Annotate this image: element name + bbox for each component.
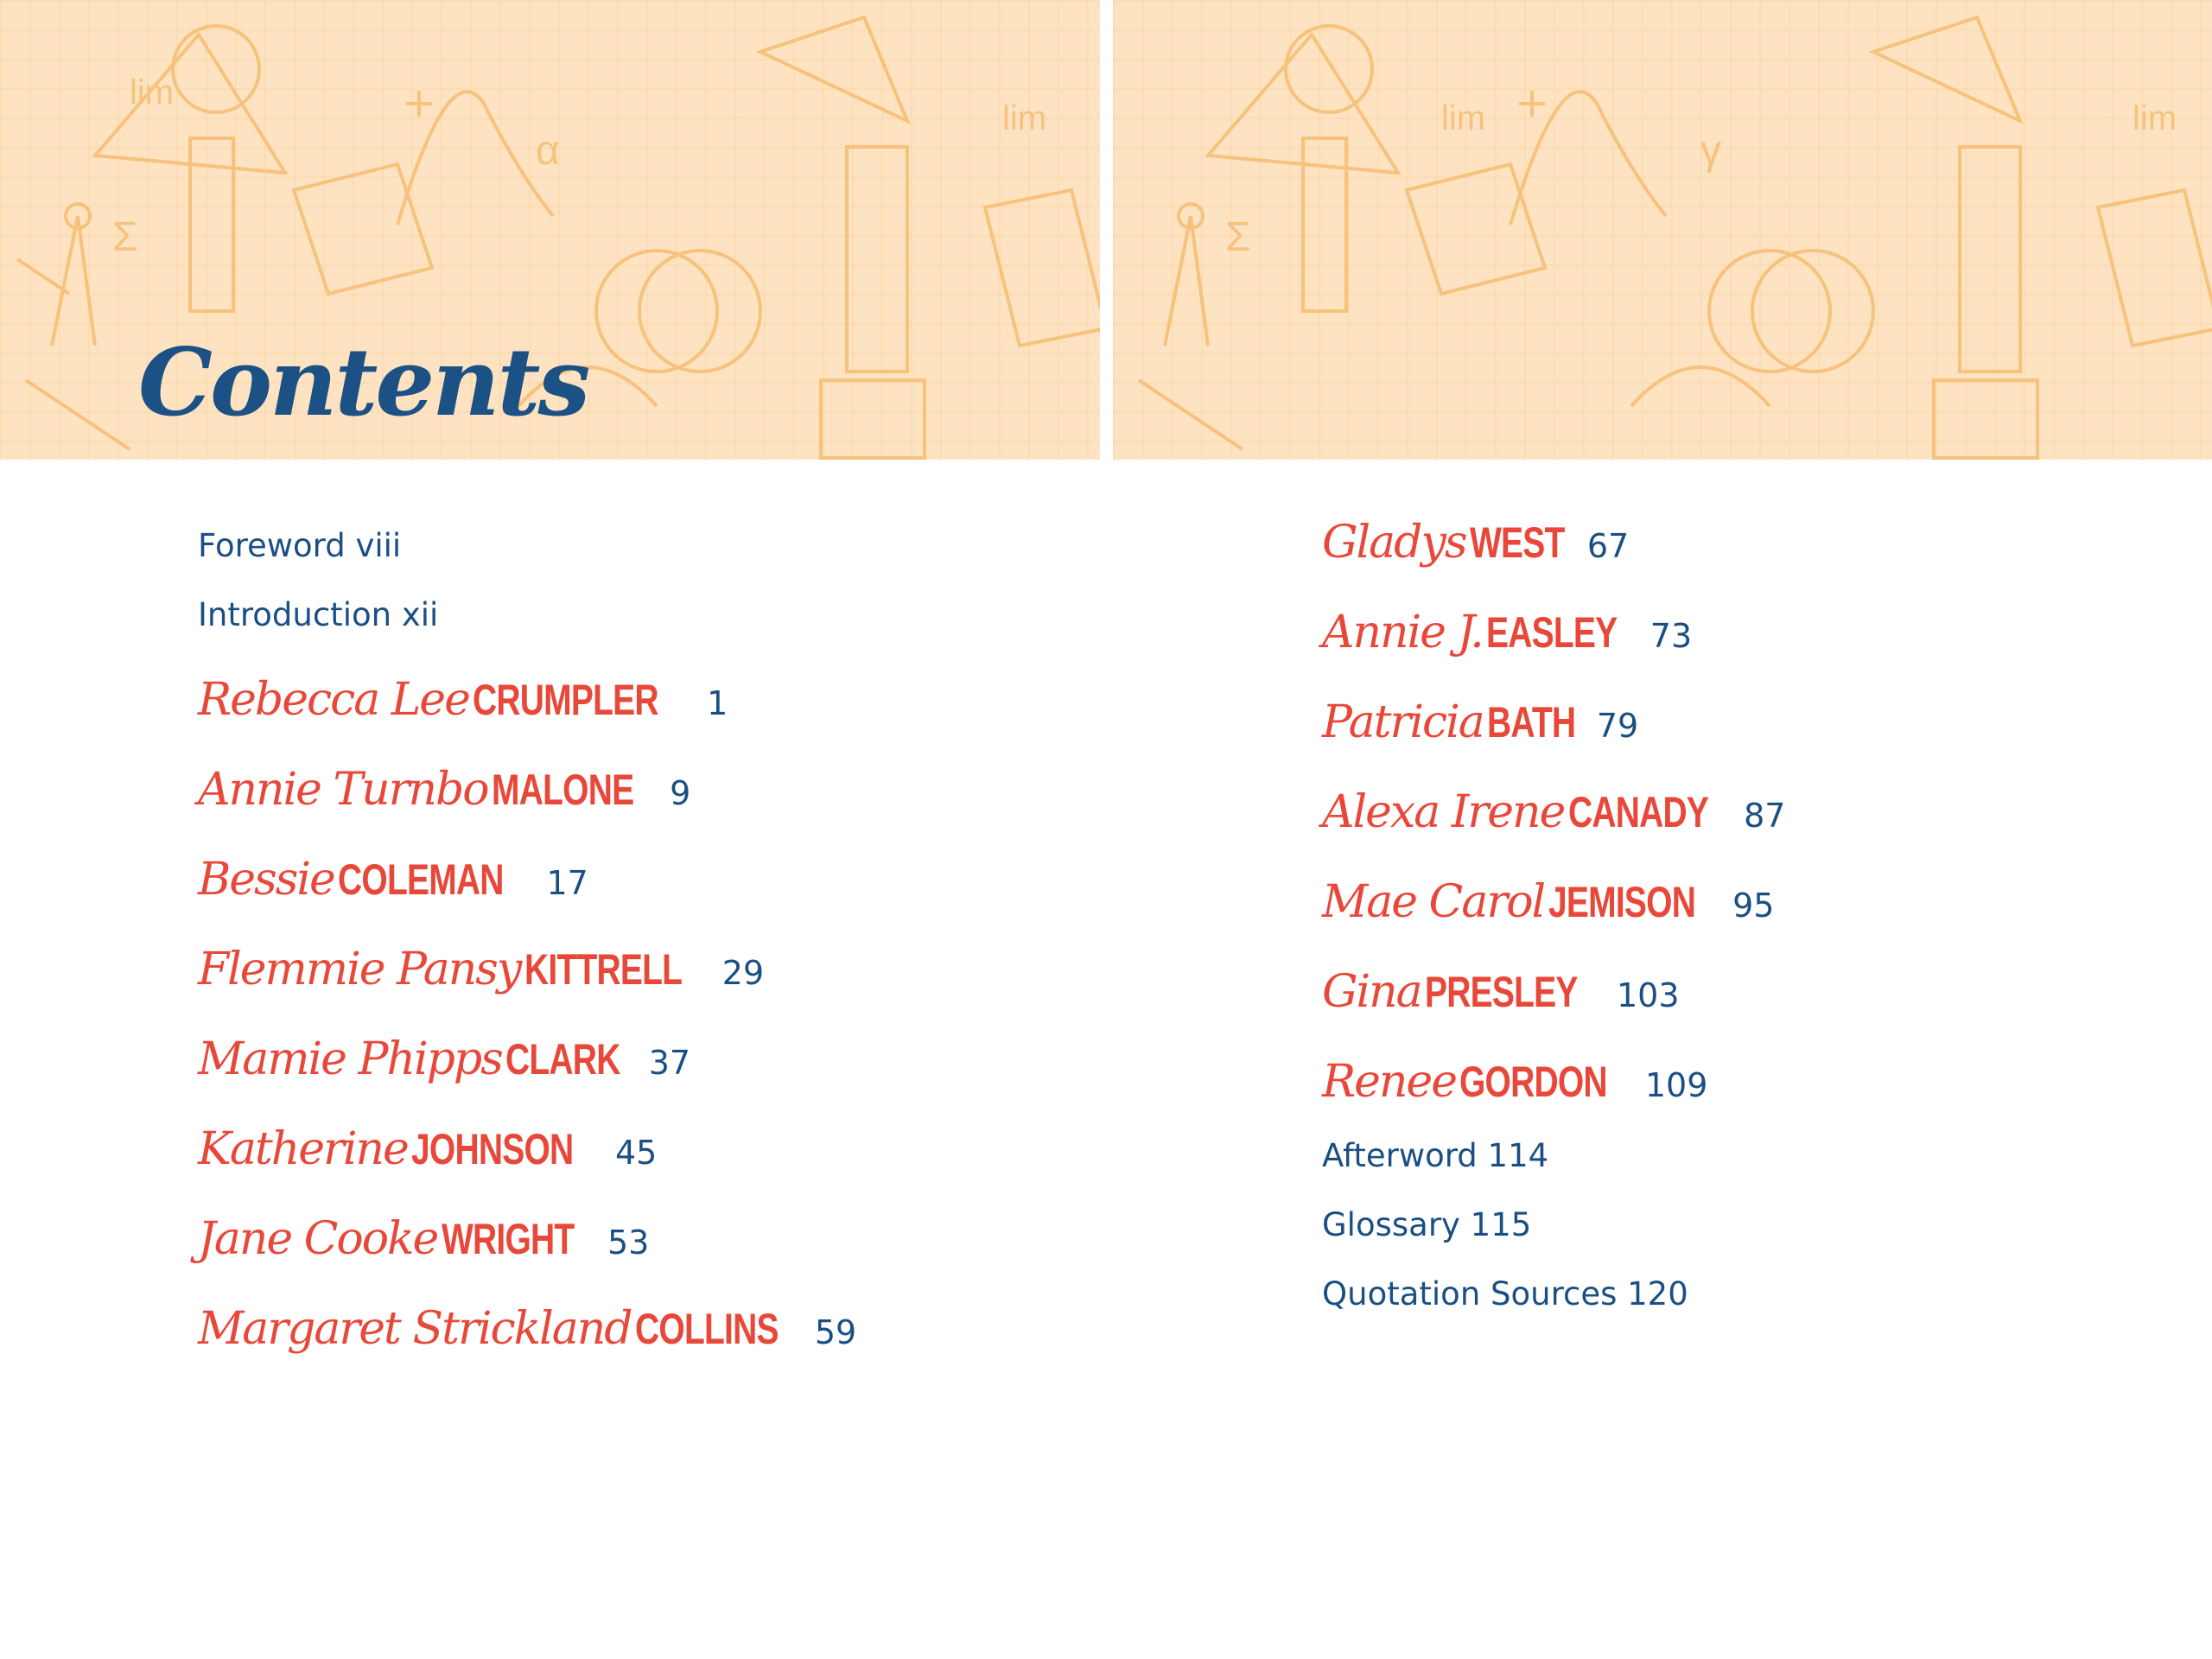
- toc-introduction[interactable]: Introduction xii: [198, 596, 439, 633]
- toc-glossary[interactable]: Glossary 115: [1322, 1206, 1532, 1243]
- page-number: 37: [648, 1044, 691, 1082]
- toc-chapter[interactable]: Mae Carol JEMISON 95: [1322, 876, 1774, 928]
- last-name: WRIGHT: [441, 1215, 575, 1263]
- last-name: PRESLEY: [1425, 968, 1578, 1016]
- first-name: Mamie Phipps: [198, 1033, 504, 1085]
- toc-chapter[interactable]: Margaret Strickland COLLINS 59: [198, 1303, 856, 1355]
- toc-chapter[interactable]: Flemmie Pansy KITTRELL 29: [198, 944, 764, 995]
- toc-chapter[interactable]: Rebecca Lee CRUMPLER 1: [198, 674, 728, 726]
- last-name: JEMISON: [1548, 878, 1696, 926]
- last-name: COLLINS: [634, 1305, 779, 1353]
- right-banner-math-doodles: lim lim γ Σ: [1113, 0, 2212, 460]
- first-name: Jane Cooke: [198, 1213, 439, 1265]
- last-name: MALONE: [492, 766, 634, 814]
- last-name: KITTRELL: [524, 945, 683, 994]
- first-name: Flemmie Pansy: [198, 944, 522, 995]
- page-number: 87: [1744, 797, 1786, 835]
- toc-chapter[interactable]: Patricia BATH 79: [1322, 696, 1638, 748]
- page-number: 17: [546, 864, 588, 902]
- last-name: WEST: [1469, 518, 1565, 567]
- first-name: Gladys: [1322, 517, 1468, 569]
- left-banner-math-doodles: lim lim α Σ Contents: [0, 0, 1100, 460]
- page-number: 9: [670, 774, 691, 812]
- last-name: JOHNSON: [411, 1125, 574, 1173]
- page-number: 67: [1586, 527, 1630, 565]
- page-number: 59: [814, 1313, 857, 1351]
- svg-text:lim: lim: [1002, 99, 1046, 137]
- toc-foreword[interactable]: Foreword viii: [198, 527, 402, 564]
- last-name: CANADY: [1567, 788, 1709, 836]
- svg-text:lim: lim: [2133, 99, 2177, 137]
- first-name: Margaret Strickland: [198, 1303, 632, 1355]
- toc-chapter[interactable]: Gladys WEST 67: [1322, 517, 1629, 569]
- page-number: 45: [614, 1134, 658, 1172]
- page-number: 103: [1616, 976, 1680, 1014]
- toc-quotation-sources[interactable]: Quotation Sources 120: [1322, 1275, 1688, 1313]
- first-name: Bessie: [198, 854, 336, 906]
- page-number: 1: [707, 684, 728, 722]
- toc-chapter[interactable]: Mamie Phipps CLARK 37: [198, 1033, 690, 1085]
- page-number: 95: [1732, 887, 1775, 925]
- page-number: 29: [721, 954, 765, 992]
- toc-chapter[interactable]: Annie J. EASLEY 73: [1322, 607, 1692, 658]
- first-name: Annie J.: [1322, 607, 1484, 658]
- first-name: Gina: [1322, 966, 1423, 1018]
- first-name: Renee: [1322, 1056, 1458, 1108]
- last-name: BATH: [1487, 698, 1576, 747]
- toc-afterword[interactable]: Afterword 114: [1322, 1137, 1549, 1174]
- toc-chapter[interactable]: Alexa Irene CANADY 87: [1322, 786, 1785, 838]
- svg-text:γ: γ: [1700, 128, 1721, 174]
- page-number: 109: [1644, 1066, 1708, 1104]
- toc-chapter[interactable]: Bessie COLEMAN 17: [198, 854, 588, 906]
- last-name: COLEMAN: [338, 855, 504, 904]
- first-name: Mae Carol: [1322, 876, 1546, 928]
- first-name: Katherine: [198, 1123, 410, 1175]
- toc-chapter[interactable]: Annie Turnbo MALONE 9: [198, 764, 690, 816]
- svg-text:lim: lim: [130, 73, 174, 111]
- first-name: Annie Turnbo: [198, 764, 490, 816]
- math-doodle-illustration: lim lim α Σ: [16, 15, 1100, 460]
- last-name: CLARK: [505, 1035, 620, 1084]
- first-name: Patricia: [1322, 696, 1485, 748]
- last-name: CRUMPLER: [473, 676, 659, 724]
- svg-text:lim: lim: [1441, 99, 1485, 137]
- toc-chapter[interactable]: Jane Cooke WRIGHT 53: [198, 1213, 649, 1265]
- page-number: 79: [1596, 707, 1639, 745]
- page-number: 53: [607, 1224, 650, 1262]
- first-name: Alexa Irene: [1322, 786, 1566, 838]
- page-title: Contents: [138, 328, 590, 437]
- toc-chapter[interactable]: Gina PRESLEY 103: [1322, 966, 1680, 1018]
- svg-text:Σ: Σ: [1225, 214, 1251, 260]
- first-name: Rebecca Lee: [198, 674, 471, 726]
- page-number: 73: [1649, 617, 1693, 655]
- svg-text:α: α: [536, 128, 560, 174]
- svg-text:Σ: Σ: [112, 214, 138, 260]
- toc-chapter[interactable]: Katherine JOHNSON 45: [198, 1123, 657, 1175]
- last-name: GORDON: [1459, 1058, 1608, 1106]
- last-name: EASLEY: [1486, 608, 1618, 657]
- math-doodle-illustration: lim lim γ Σ: [1137, 15, 2212, 460]
- toc-chapter[interactable]: Renee GORDON 109: [1322, 1056, 1707, 1108]
